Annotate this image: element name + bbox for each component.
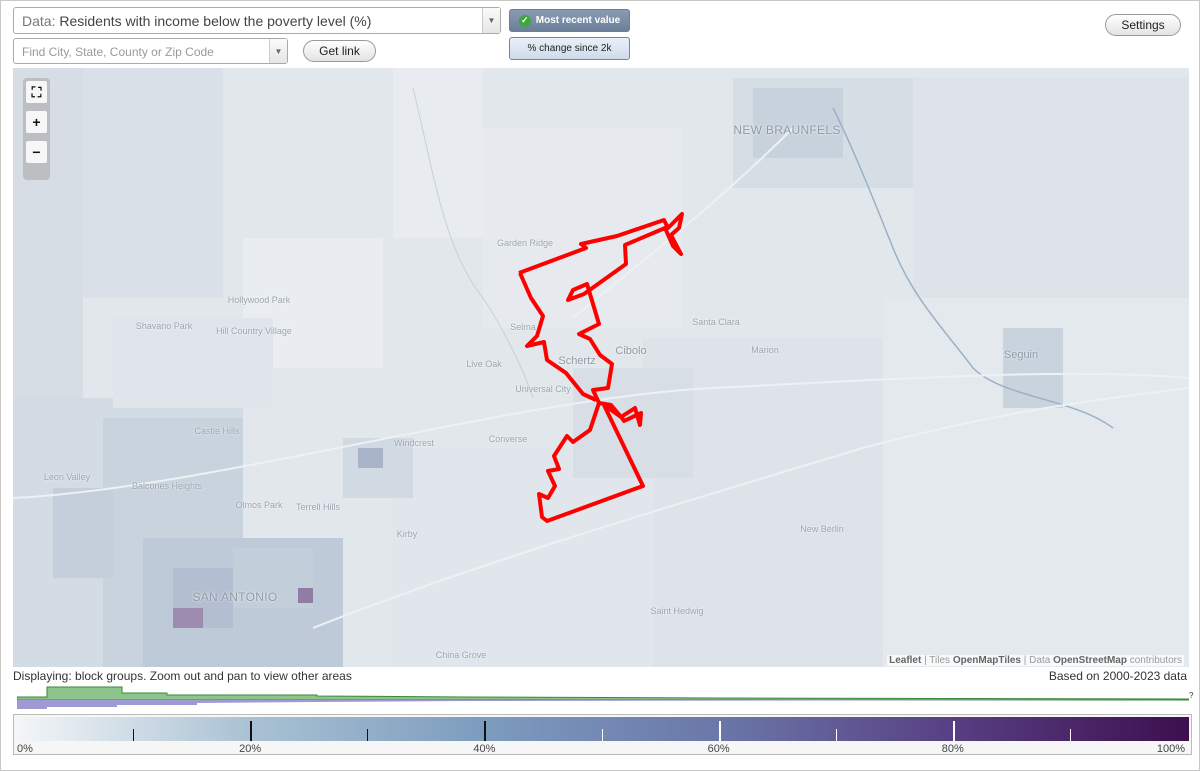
legend-minor-tick [835, 729, 837, 741]
legend-tick-label: 60% [707, 743, 730, 755]
color-legend: 0% 20% 40% 60% 80% 100% [13, 714, 1192, 755]
legend-minor-tick [133, 729, 135, 741]
place-label: Selma [510, 322, 536, 332]
zoom-in-button[interactable]: + [26, 111, 47, 133]
percent-change-button[interactable]: % change since 2k [509, 37, 630, 60]
most-recent-value-button[interactable]: ✓ Most recent value [509, 9, 630, 32]
legend-tick-label: 40% [473, 743, 496, 755]
location-search-input[interactable]: Find City, State, County or Zip Code ▼ [13, 38, 288, 64]
legend-major-tick [718, 721, 721, 741]
place-label: Hollywood Park [227, 295, 291, 305]
chevron-down-icon[interactable]: ▼ [269, 39, 287, 63]
place-label: Santa Clara [692, 317, 740, 327]
legend-tick-label: 20% [239, 743, 262, 755]
place-label: Shavano Park [135, 321, 193, 331]
chevron-down-icon[interactable]: ▼ [482, 8, 500, 33]
distribution-histogram [17, 686, 1189, 709]
place-label: Cibolo [615, 345, 647, 357]
fullscreen-icon[interactable]: ⛶ [26, 81, 47, 103]
place-label: Castle Hills [194, 426, 240, 436]
place-label: NEW BRAUNFELS [733, 123, 841, 137]
legend-major-tick [484, 721, 487, 741]
legend-minor-tick [1069, 729, 1071, 741]
settings-button[interactable]: Settings [1105, 14, 1181, 36]
place-label: Terrell Hills [295, 502, 341, 512]
legend-tick-label: 80% [941, 743, 964, 755]
zoom-controls: ⛶ + − [23, 78, 50, 180]
data-range-note: Based on 2000-2023 data [1048, 669, 1187, 683]
place-label: Converse [488, 434, 528, 444]
place-label: Live Oak [466, 359, 502, 369]
openmaptiles-link[interactable]: OpenMapTiles [952, 655, 1021, 666]
place-label: Leon Valley [43, 472, 91, 482]
legend-tick-label: 100% [1156, 743, 1186, 755]
place-label: Schertz [558, 355, 596, 367]
map-base-layer [13, 68, 1189, 667]
data-select-label: Data: [22, 13, 56, 29]
place-label: Universal City [515, 384, 571, 394]
place-label: SAN ANTONIO [192, 590, 278, 604]
legend-tick-label: 0% [17, 743, 33, 755]
most-recent-value-label: Most recent value [535, 15, 621, 26]
leaflet-link[interactable]: Leaflet [889, 655, 922, 666]
histogram-help-icon[interactable]: ? [1189, 691, 1194, 700]
legend-minor-tick [601, 729, 603, 741]
checkmark-icon: ✓ [518, 14, 531, 27]
place-label: Hill Country Village [216, 326, 292, 336]
place-label: New Berlin [800, 524, 844, 534]
displaying-status: Displaying: block groups. Zoom out and p… [13, 669, 352, 683]
legend-major-tick [250, 721, 253, 741]
choropleth-map[interactable]: NEW BRAUNFELS Garden Ridge Hollywood Park S… [13, 68, 1189, 667]
search-placeholder: Find City, State, County or Zip Code [22, 45, 214, 59]
place-label: Olmos Park [235, 500, 283, 510]
legend-major-tick [952, 721, 955, 741]
place-label: Windcrest [393, 438, 435, 448]
map-attribution: Leaflet | Tiles OpenMapTiles | Data Open… [887, 655, 1184, 666]
data-select[interactable]: Data: Residents with income below the po… [13, 7, 501, 34]
place-label: Garden Ridge [496, 238, 554, 248]
place-label: Saint Hedwig [650, 606, 704, 616]
zoom-out-button[interactable]: − [26, 141, 47, 163]
openstreetmap-link[interactable]: OpenStreetMap [1053, 655, 1127, 666]
get-link-button[interactable]: Get link [303, 40, 376, 62]
place-label: China Grove [435, 650, 487, 660]
place-label: Balcones Heights [131, 481, 203, 491]
legend-minor-tick [367, 729, 369, 741]
place-label: Seguin [1003, 349, 1039, 361]
place-label: Kirby [396, 529, 418, 539]
data-select-value: Residents with income below the poverty … [59, 13, 372, 29]
legend-gradient [16, 717, 1189, 741]
place-label: Marion [751, 345, 779, 355]
